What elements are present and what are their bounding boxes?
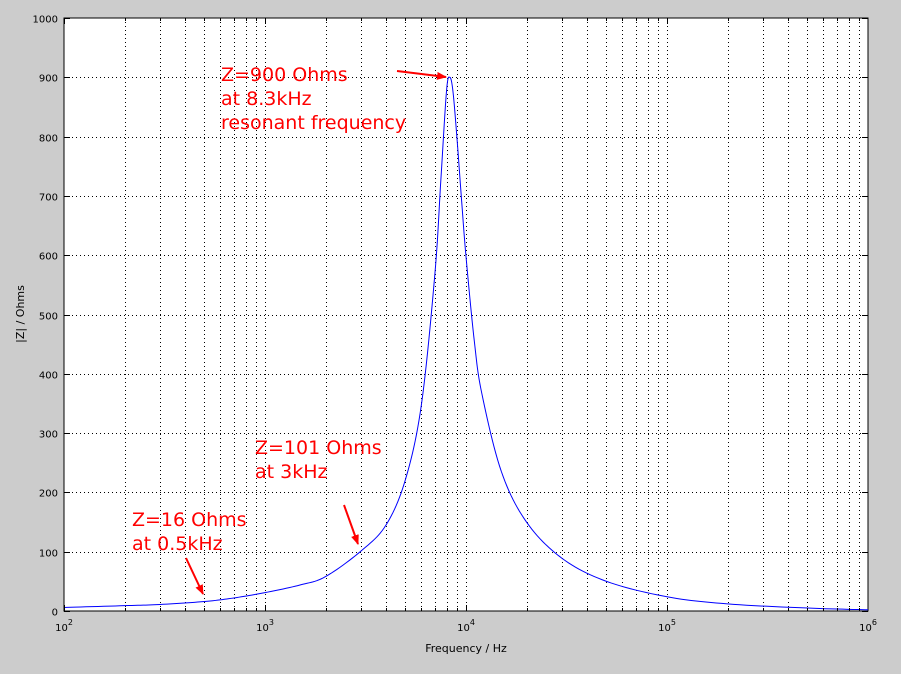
annotation-text: Z=900 Ohms <box>221 64 348 86</box>
y-tick-label: 600 <box>39 252 58 263</box>
x-tick-label: 103 <box>256 618 274 634</box>
annotation-text: Z=16 Ohms <box>132 509 247 531</box>
annotation-text: at 8.3kHz <box>221 88 312 110</box>
annotation-arrow <box>396 70 447 80</box>
y-tick-label: 1000 <box>33 15 58 26</box>
y-tick-label: 200 <box>39 489 58 500</box>
y-tick-label: 500 <box>39 312 58 323</box>
y-tick-label: 900 <box>39 74 58 85</box>
series-layer <box>63 76 869 611</box>
y-tick-label: 700 <box>39 193 58 204</box>
y-tick-label: 100 <box>39 549 58 560</box>
annotation-text: Z=101 Ohms <box>255 437 382 459</box>
annotation-text: at 0.5kHz <box>132 533 223 555</box>
x-tick-label: 106 <box>859 618 877 634</box>
impedance-curve <box>63 76 869 611</box>
x-axis-label: Frequency / Hz <box>425 642 507 655</box>
annotation-arrow <box>185 557 204 595</box>
y-tick-label: 400 <box>39 371 58 382</box>
annotation-text: at 3kHz <box>255 461 328 483</box>
x-tick-label: 104 <box>457 618 475 634</box>
y-tick-label: 0 <box>52 608 58 619</box>
y-tick-label: 800 <box>39 134 58 145</box>
annotation-arrow <box>343 504 359 545</box>
x-tick-label: 105 <box>658 618 676 634</box>
axis-ticks: 0 100 200 300 400 500 600 700 800 900 1000 102 103 10… <box>33 15 877 635</box>
y-tick-label: 300 <box>39 430 58 441</box>
grid-lines <box>64 18 868 611</box>
y-axis-label: |Z| / Ohms <box>14 285 27 343</box>
annotation-text: resonant frequency <box>221 112 406 134</box>
x-tick-label: 102 <box>55 618 73 634</box>
